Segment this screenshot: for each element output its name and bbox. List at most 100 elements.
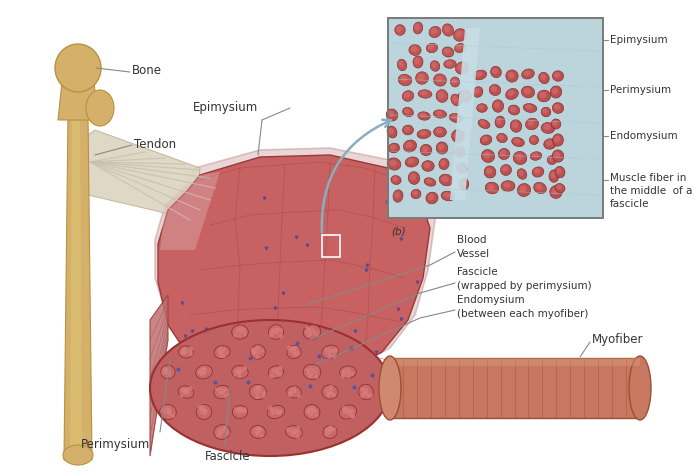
Circle shape [269,374,272,377]
Ellipse shape [554,104,560,110]
Ellipse shape [545,140,552,146]
Ellipse shape [536,184,542,190]
Circle shape [293,390,297,393]
Ellipse shape [340,405,356,419]
Ellipse shape [419,113,426,117]
Ellipse shape [387,126,397,138]
Ellipse shape [549,170,559,182]
Circle shape [291,346,296,350]
Ellipse shape [552,120,558,126]
Ellipse shape [438,144,444,150]
Ellipse shape [433,74,447,86]
Ellipse shape [502,166,508,172]
Circle shape [221,354,226,358]
Ellipse shape [303,325,321,339]
Bar [390,358,640,366]
Ellipse shape [251,345,265,359]
Circle shape [346,374,351,378]
Circle shape [169,413,172,416]
Circle shape [326,393,330,397]
Circle shape [306,410,310,415]
Circle shape [289,394,292,397]
Circle shape [165,371,169,375]
Ellipse shape [492,100,503,112]
Ellipse shape [358,384,373,400]
Ellipse shape [181,348,189,354]
Ellipse shape [501,181,515,191]
Circle shape [270,374,274,378]
Circle shape [162,367,167,371]
Circle shape [198,369,202,374]
Circle shape [223,348,226,351]
Ellipse shape [498,134,504,139]
Circle shape [223,395,228,398]
Ellipse shape [551,119,561,129]
Ellipse shape [473,70,486,80]
Ellipse shape [541,107,551,117]
Ellipse shape [454,29,467,41]
Ellipse shape [430,28,438,34]
Ellipse shape [500,165,512,176]
Circle shape [269,333,274,337]
Circle shape [329,385,333,389]
Circle shape [307,335,309,337]
Circle shape [167,407,170,411]
Ellipse shape [456,30,463,38]
Ellipse shape [267,406,285,418]
Circle shape [278,366,283,370]
Ellipse shape [195,365,212,379]
Text: Fascicle
(wrapped by perimysium): Fascicle (wrapped by perimysium) [457,268,592,291]
Ellipse shape [436,89,448,102]
Ellipse shape [439,174,453,186]
Circle shape [224,388,228,391]
Circle shape [307,407,312,412]
Ellipse shape [517,184,531,197]
Circle shape [348,411,352,416]
Text: Perimysium: Perimysium [80,438,150,451]
Circle shape [202,372,206,375]
Circle shape [252,352,256,356]
Ellipse shape [505,89,519,99]
Ellipse shape [86,90,114,126]
Circle shape [324,432,329,436]
Circle shape [223,390,225,393]
Ellipse shape [405,157,419,167]
Circle shape [216,433,221,437]
Ellipse shape [524,70,531,76]
Ellipse shape [408,172,420,184]
Circle shape [275,369,279,372]
Ellipse shape [556,185,562,189]
Circle shape [294,429,298,434]
Text: Muscle fiber in
the middle  of a
fascicle: Muscle fiber in the middle of a fascicle [610,173,692,209]
Ellipse shape [454,43,466,52]
Circle shape [271,329,274,333]
Ellipse shape [428,44,434,50]
Polygon shape [150,295,168,456]
Ellipse shape [629,356,651,420]
Circle shape [183,389,188,394]
Circle shape [242,332,247,336]
Bar [388,18,603,218]
Circle shape [181,387,186,392]
Ellipse shape [407,158,414,164]
Circle shape [294,346,298,349]
Ellipse shape [418,90,432,98]
Ellipse shape [253,347,260,355]
Ellipse shape [430,61,440,71]
Ellipse shape [484,151,491,159]
Ellipse shape [543,124,551,130]
Circle shape [168,373,172,377]
Ellipse shape [512,138,524,147]
Circle shape [325,347,328,350]
Ellipse shape [390,144,396,149]
Circle shape [350,373,354,376]
Circle shape [242,328,246,332]
Circle shape [233,334,237,337]
Bar [388,18,603,218]
Ellipse shape [412,190,418,196]
Ellipse shape [342,407,351,415]
Ellipse shape [441,191,455,201]
Circle shape [242,367,247,371]
Bar [390,358,640,418]
Circle shape [162,371,165,375]
